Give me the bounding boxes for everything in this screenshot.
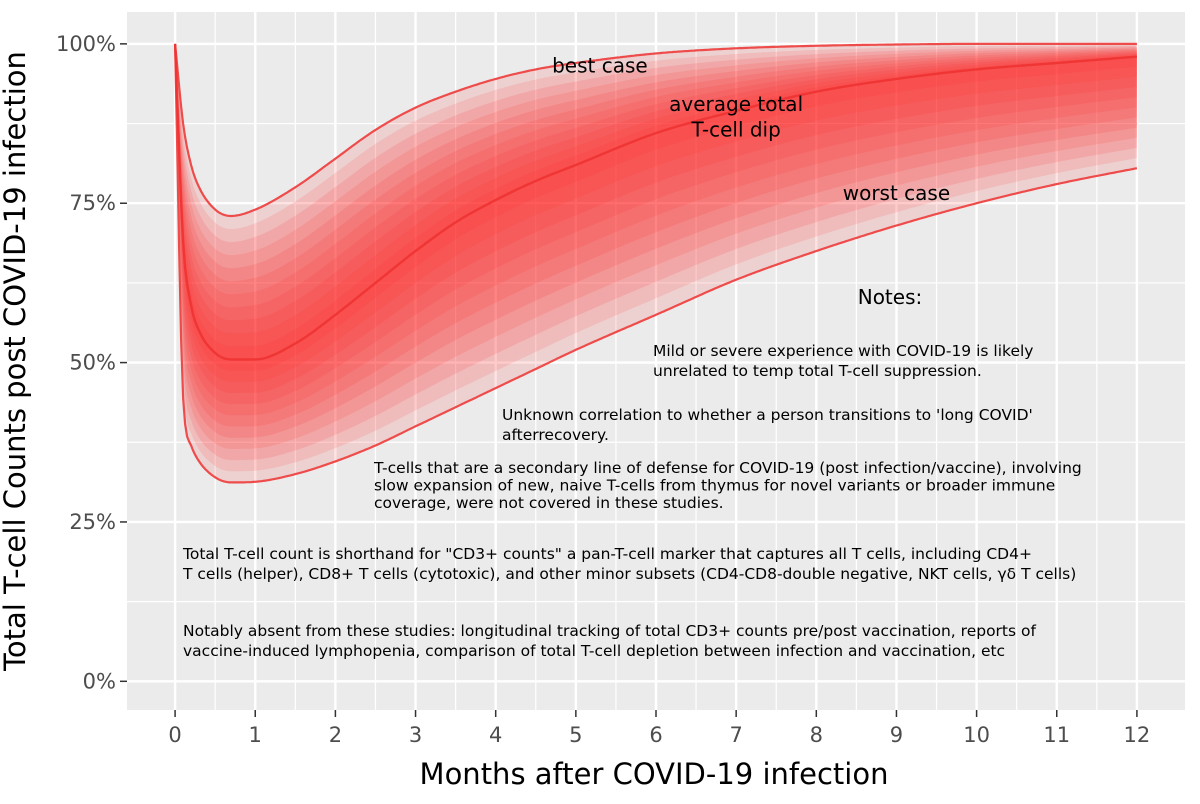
notes-title: Notes: — [858, 285, 923, 309]
annotation-label: worst case — [843, 181, 950, 205]
worst-case-line — [174, 43, 1138, 484]
note-line: Total T-cell count is shorthand for "CD3… — [182, 545, 1032, 563]
x-tick-label: 11 — [1043, 723, 1070, 747]
grid-lines — [127, 12, 1185, 710]
x-tick-label: 5 — [569, 723, 582, 747]
x-tick-label: 1 — [249, 723, 262, 747]
y-tick-label: 50% — [69, 351, 116, 375]
confidence-band — [175, 43, 1137, 461]
notes-block: Notes: Mild or severe experience with CO… — [182, 285, 1082, 660]
average-line — [173, 43, 1138, 361]
confidence-bands — [175, 43, 1137, 483]
x-axis: 0 1 2 3 4 5 6 7 8 9 10 11 12 — [168, 710, 1150, 747]
x-tick-label: 12 — [1124, 723, 1151, 747]
x-tick-label: 0 — [168, 723, 181, 747]
y-tick-label: 0% — [83, 669, 116, 693]
y-tick-label: 25% — [69, 510, 116, 534]
annotation-label: T-cell dip — [690, 117, 780, 141]
note-line: unrelated to temp total T-cell suppressi… — [653, 362, 982, 380]
note-line: Mild or severe experience with COVID-19 … — [653, 342, 1033, 360]
confidence-band — [175, 43, 1137, 449]
x-tick-label: 8 — [810, 723, 823, 747]
confidence-band — [175, 43, 1137, 483]
series-lines — [173, 42, 1138, 484]
note-line: T cells (helper), CD8+ T cells (cytotoxi… — [182, 565, 1076, 583]
x-tick-label: 9 — [890, 723, 903, 747]
x-tick-label: 2 — [329, 723, 342, 747]
note-line: slow expansion of new, naive T-cells fro… — [374, 477, 1055, 495]
x-tick-label: 4 — [489, 723, 502, 747]
confidence-band — [175, 43, 1137, 405]
annotation-label: best case — [552, 54, 648, 78]
best-case-line — [174, 42, 1137, 218]
confidence-band — [175, 43, 1137, 438]
confidence-band — [175, 43, 1137, 427]
confidence-band — [175, 43, 1137, 394]
confidence-band — [175, 43, 1137, 472]
note-line: T-cells that are a secondary line of def… — [373, 459, 1082, 477]
x-tick-label: 6 — [649, 723, 662, 747]
note-line: Unknown correlation to whether a person … — [502, 406, 1033, 424]
x-axis-title: Months after COVID-19 infection — [420, 757, 889, 791]
y-tick-label: 75% — [69, 191, 116, 215]
confidence-band — [175, 43, 1137, 382]
y-axis-title: Total T-cell Counts post COVID-19 infect… — [0, 51, 32, 672]
note-line: vaccine-induced lymphopenia, comparison … — [183, 642, 1005, 660]
x-tick-label: 7 — [729, 723, 742, 747]
annotation-label: average total — [669, 92, 803, 116]
note-line: coverage, were not covered in these stud… — [374, 494, 724, 512]
note-line: afterrecovery. — [502, 426, 609, 444]
y-tick-label: 100% — [56, 32, 116, 56]
confidence-band — [175, 43, 1137, 416]
x-tick-label: 3 — [409, 723, 422, 747]
x-tick-label: 10 — [963, 723, 990, 747]
y-axis: 0% 25% 50% 75% 100% — [56, 32, 127, 693]
note-line: Notably absent from these studies: longi… — [183, 622, 1036, 640]
